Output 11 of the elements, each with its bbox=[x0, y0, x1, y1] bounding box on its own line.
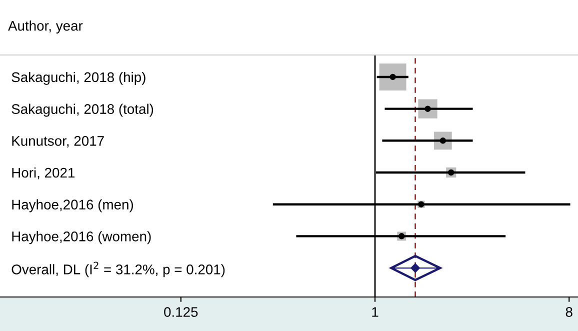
y-tick-label: Sakaguchi, 2018 (hip) bbox=[12, 72, 146, 85]
y-tick-label: Overall, DL (I$^{2}$ = 31.2%, p = 0.201) bbox=[12, 262, 225, 278]
x-tick-label: 8 bbox=[566, 307, 572, 317]
chart-title: Author, year bbox=[8, 20, 83, 34]
x-tick-label: 0.125 bbox=[164, 307, 198, 317]
y-tick-label: Sakaguchi, 2018 (total) bbox=[12, 104, 154, 117]
y-tick-label: Hayhoe,2016 (women) bbox=[12, 231, 151, 244]
y-tick-label: Kunutsor, 2017 bbox=[12, 136, 104, 148]
y-tick-label: Hori, 2021 bbox=[12, 167, 75, 180]
x-tick-label: 1 bbox=[372, 307, 378, 317]
y-tick-label: Hayhoe,2016 (men) bbox=[12, 199, 134, 212]
